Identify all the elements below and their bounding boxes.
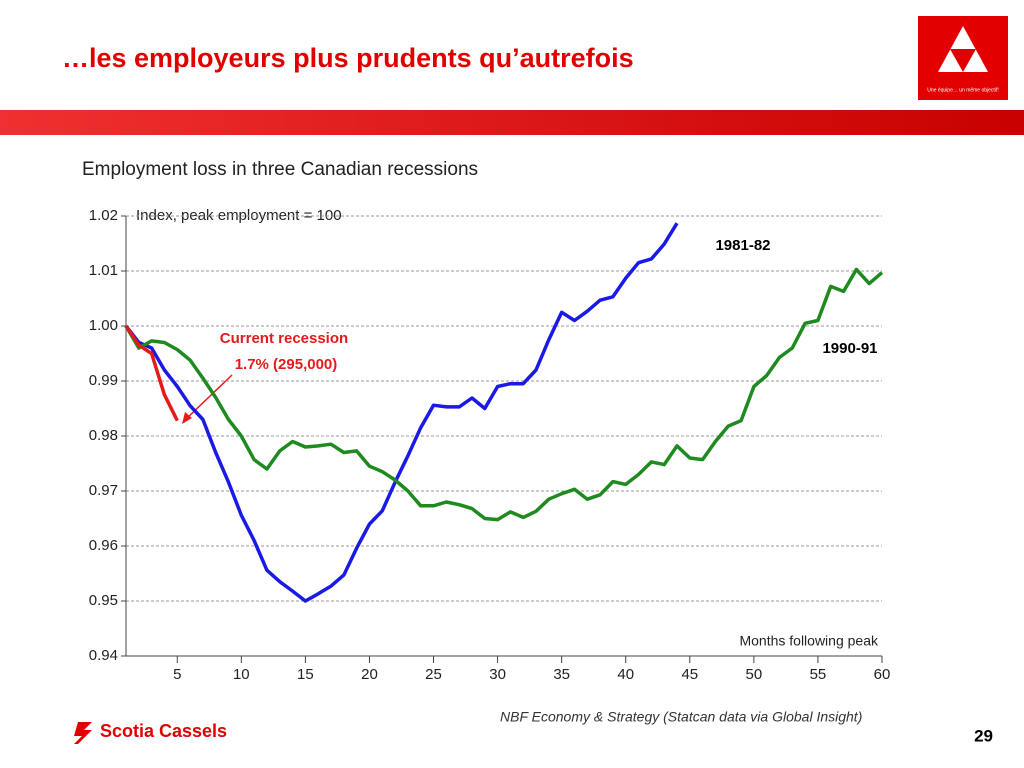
x-tick-label: 15 — [297, 666, 314, 683]
y-tick-label: 0.96 — [89, 537, 118, 554]
annotation: 1.7% (295,000) — [235, 356, 338, 373]
series-label: Current recession — [220, 330, 348, 347]
x-tick-label: 20 — [361, 666, 378, 683]
y-tick-label: 1.02 — [89, 207, 118, 224]
line — [124, 325, 179, 422]
y-tick-label: 0.97 — [89, 482, 118, 499]
x-tick-label: 55 — [810, 666, 827, 683]
series-label: 1981-82 — [715, 237, 770, 254]
logo-triangle-cut — [950, 49, 976, 72]
x-tick-label: 40 — [617, 666, 634, 683]
source: NBF Economy & Strategy (Statcan data via… — [500, 709, 862, 725]
page-number: 29 — [974, 726, 993, 745]
x-tick-label: 5 — [173, 666, 181, 683]
x-axis-label: Months following peak — [739, 633, 879, 649]
annotation-arrow — [184, 374, 233, 421]
x-tick-label: 25 — [425, 666, 442, 683]
y-tick-label: 0.98 — [89, 427, 118, 444]
x-tick-label: 10 — [233, 666, 250, 683]
header-band — [0, 110, 1024, 135]
line — [124, 222, 679, 603]
x-tick-label: 30 — [489, 666, 506, 683]
brand-icon — [74, 722, 92, 744]
arrow-head — [182, 412, 192, 424]
y-tick-label: 1.01 — [89, 262, 118, 279]
y-tick-label: 1.00 — [89, 317, 118, 334]
y-tick-label: 0.95 — [89, 592, 118, 609]
x-tick-label: 50 — [746, 666, 763, 683]
series-label: 1990-91 — [822, 340, 877, 357]
chart-title: Employment loss in three Canadian recess… — [82, 159, 478, 180]
slide-title: …les employeurs plus prudents qu’autrefo… — [62, 43, 634, 73]
x-tick-label: 60 — [874, 666, 891, 683]
x-tick-label: 45 — [681, 666, 698, 683]
y-axis-label: Index, peak employment = 100 — [136, 207, 342, 224]
x-tick-label: 35 — [553, 666, 570, 683]
y-tick-label: 0.94 — [89, 647, 118, 664]
brand: Scotia Cassels — [100, 721, 227, 741]
logo-tagline: Une équipe… un même objectif! — [927, 87, 998, 93]
y-tick-label: 0.99 — [89, 372, 118, 389]
line — [124, 267, 884, 522]
